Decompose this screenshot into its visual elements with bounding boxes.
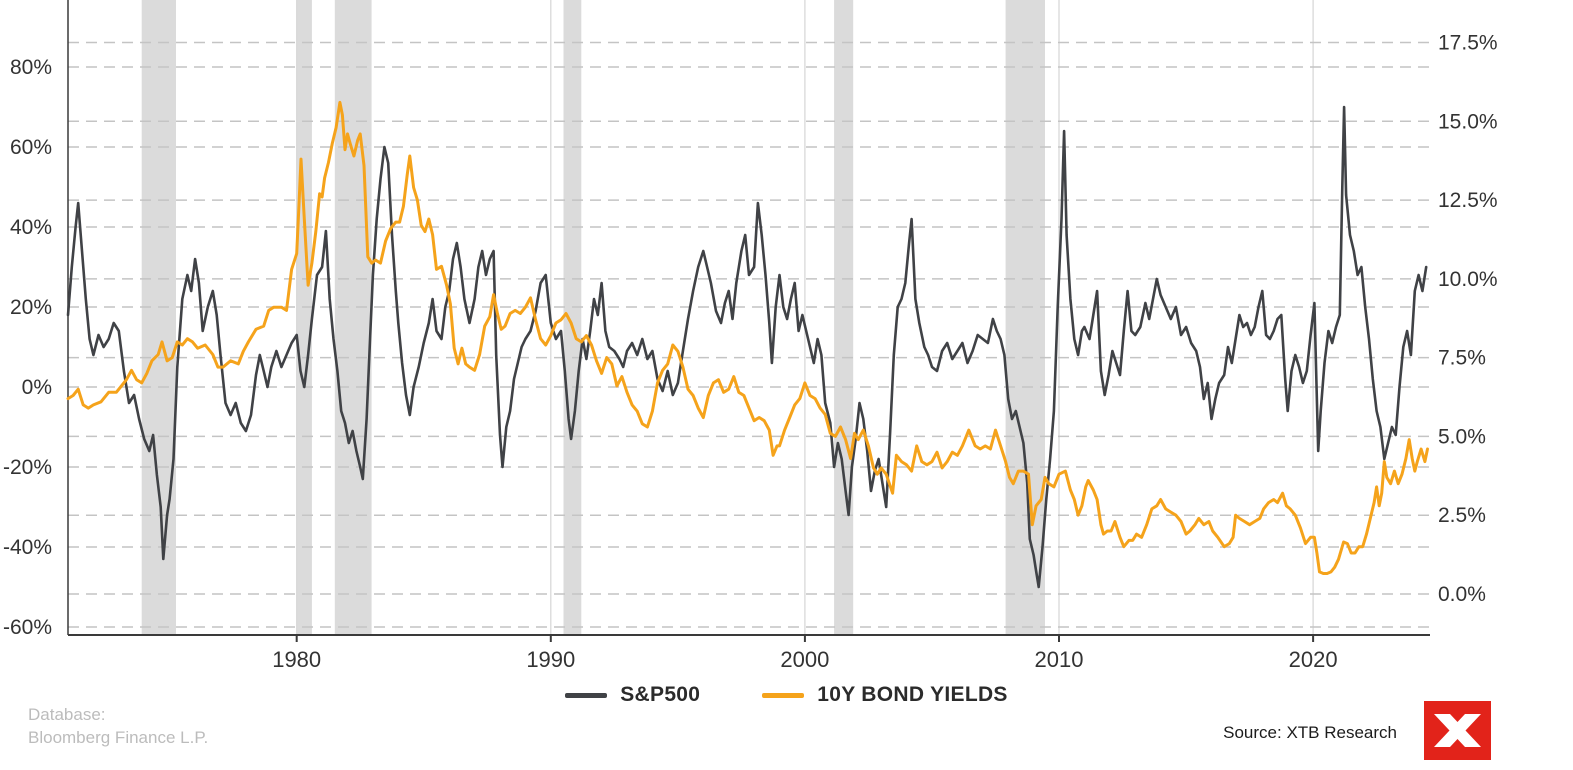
x-axis-tick-label: 2020 (1289, 647, 1338, 672)
left-axis-tick-label: -20% (3, 456, 52, 479)
recession-band (296, 0, 312, 635)
legend-line-swatch (762, 692, 805, 698)
left-axis-tick-label: 40% (10, 216, 52, 239)
right-axis-tick-label: 17.5% (1438, 32, 1498, 55)
right-axis-tick-label: 12.5% (1438, 189, 1498, 212)
legend-label: S&P500 (620, 683, 701, 706)
xtb-logo (1424, 701, 1491, 760)
left-axis-tick-label: -60% (3, 616, 52, 639)
right-axis-tick-label: 0.0% (1438, 583, 1486, 606)
left-axis-tick-label: 80% (10, 56, 52, 79)
right-axis-tick-label: 2.5% (1438, 504, 1486, 527)
xtb-logo-x-stroke-2 (1434, 714, 1481, 747)
legend-item-s-p500: S&P500 (565, 683, 700, 707)
recession-band (834, 0, 854, 635)
recession-band (1005, 0, 1045, 635)
left-axis-tick-label: -40% (3, 536, 52, 559)
right-axis-tick-label: 7.5% (1438, 347, 1486, 370)
source-attribution: Source: XTB Research (1223, 723, 1397, 742)
recession-band (563, 0, 582, 635)
bond-yields-line (66, 100, 1429, 575)
database-label: Database: (28, 705, 106, 724)
x-axis-tick-label: 1990 (526, 647, 575, 672)
right-axis-tick-label: 5.0% (1438, 425, 1486, 448)
x-axis-tick-label: 2000 (780, 647, 829, 672)
left-axis-tick-label: 0% (22, 376, 52, 399)
right-axis-tick-label: 10.0% (1438, 268, 1498, 291)
x-axis-tick-label: 2010 (1035, 647, 1084, 672)
legend-item-10y-bond-yields: 10Y BOND YIELDS (762, 683, 1007, 707)
chart-legend: S&P500 10Y BOND YIELDS (0, 683, 1573, 707)
database-value: Bloomberg Finance L.P. (28, 728, 209, 747)
sp500-line (66, 105, 1428, 589)
recession-band (141, 0, 176, 635)
legend-line-swatch (565, 692, 608, 698)
left-axis-tick-label: 60% (10, 136, 52, 159)
x-axis-tick-label: 1980 (272, 647, 321, 672)
left-axis-tick-label: 20% (10, 296, 52, 319)
database-attribution: Database: Bloomberg Finance L.P. (28, 703, 208, 749)
recession-band (334, 0, 372, 635)
legend-label: 10Y BOND YIELDS (817, 683, 1008, 706)
right-axis-tick-label: 15.0% (1438, 110, 1498, 133)
